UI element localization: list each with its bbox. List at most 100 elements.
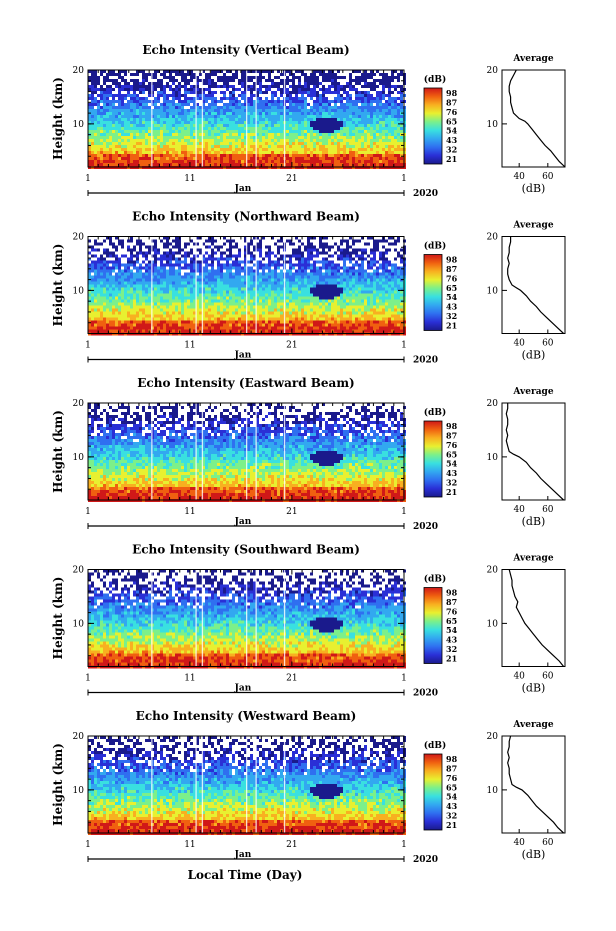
heatmap-cell [106, 260, 109, 264]
heatmap-cell [178, 281, 181, 285]
heatmap-cell [370, 260, 373, 264]
heatmap-cell [361, 251, 364, 255]
heatmap-cell [103, 130, 106, 133]
heatmap-cell [325, 73, 328, 76]
heatmap-cell [247, 154, 250, 157]
heatmap-cell [145, 115, 148, 118]
heatmap-cell [211, 163, 214, 166]
heatmap-cell [124, 263, 127, 267]
heatmap-cell [112, 254, 115, 258]
heatmap-cell [388, 151, 391, 154]
heatmap-cell [178, 142, 181, 145]
heatmap-cell [364, 272, 367, 276]
heatmap-cell [241, 70, 244, 73]
heatmap-cell [322, 85, 325, 88]
heatmap-cell [205, 94, 208, 97]
heatmap-cell [133, 133, 136, 136]
heatmap-cell [265, 91, 268, 94]
heatmap-cell [187, 242, 190, 246]
heatmap-cell [136, 269, 139, 273]
heatmap-cell [109, 151, 112, 154]
heatmap-cell [292, 154, 295, 157]
heatmap-cell [193, 260, 196, 264]
heatmap-cell [88, 257, 91, 261]
heatmap-cell [388, 157, 391, 160]
heatmap-cell [235, 76, 238, 79]
heatmap-cell [202, 269, 205, 273]
heatmap-cell [97, 260, 100, 264]
heatmap-cell [211, 160, 214, 163]
heatmap-cell [301, 121, 304, 124]
heatmap-cell [361, 278, 364, 282]
heatmap-cell [379, 281, 382, 285]
heatmap-cell [154, 151, 157, 154]
heatmap-cell [103, 127, 106, 130]
heatmap-cell [142, 254, 145, 258]
heatmap-cell [124, 284, 127, 288]
heatmap-cell [169, 251, 172, 255]
heatmap-cell [385, 293, 388, 297]
heatmap-cell [220, 254, 223, 258]
heatmap-cell [400, 148, 403, 151]
heatmap-cell [169, 163, 172, 166]
heatmap-cell [157, 70, 160, 73]
heatmap-cell [223, 290, 226, 294]
colorbar-tick-label: 98 [446, 88, 458, 98]
heatmap-cell [256, 106, 259, 109]
heatmap-cell [106, 136, 109, 139]
heatmap-cell [349, 266, 352, 270]
heatmap-cell [112, 266, 115, 270]
heatmap-cell [271, 112, 274, 115]
heatmap-cell [166, 109, 169, 112]
heatmap-cell [172, 139, 175, 142]
heatmap-cell [346, 266, 349, 270]
heatmap-cell [388, 160, 391, 163]
heatmap-cell [319, 242, 322, 246]
heatmap-cell [325, 76, 328, 79]
heatmap-cell [250, 112, 253, 115]
heatmap-cell [325, 121, 328, 124]
heatmap-cell [343, 248, 346, 252]
heatmap-cell [334, 88, 337, 91]
heatmap-cell [196, 121, 199, 124]
heatmap-cell [361, 254, 364, 258]
heatmap-cell [247, 251, 250, 255]
heatmap-cell [178, 115, 181, 118]
heatmap-cell [331, 154, 334, 157]
heatmap-cell [277, 121, 280, 124]
heatmap-cell [361, 154, 364, 157]
heatmap-cell [295, 115, 298, 118]
heatmap-cell [256, 275, 259, 279]
heatmap-cell [118, 115, 121, 118]
heatmap-cell [217, 100, 220, 103]
heatmap-cell [238, 133, 241, 136]
heatmap-cell [298, 142, 301, 145]
heatmap-cell [199, 88, 202, 91]
heatmap-cell [364, 248, 367, 252]
heatmap-cell [271, 157, 274, 160]
heatmap-cell [115, 82, 118, 85]
heatmap-cell [292, 275, 295, 279]
heatmap-cell [145, 79, 148, 82]
heatmap-cell [355, 269, 358, 273]
heatmap-cell [247, 245, 250, 249]
heatmap-cell [154, 148, 157, 151]
heatmap-cell [136, 278, 139, 282]
heatmap-cell [397, 163, 400, 166]
heatmap-cell [190, 109, 193, 112]
heatmap-cell [286, 109, 289, 112]
heatmap-cell [376, 115, 379, 118]
heatmap-cell [301, 284, 304, 288]
heatmap-cell [352, 121, 355, 124]
heatmap-cell [118, 272, 121, 276]
heatmap-cell [220, 121, 223, 124]
heatmap-cell [310, 94, 313, 97]
heatmap-cell [319, 278, 322, 282]
heatmap-cell [166, 82, 169, 85]
heatmap-cell [268, 157, 271, 160]
heatmap-cell [346, 290, 349, 294]
heatmap-cell [235, 290, 238, 294]
heatmap-cell [112, 290, 115, 294]
heatmap-cell [361, 290, 364, 294]
